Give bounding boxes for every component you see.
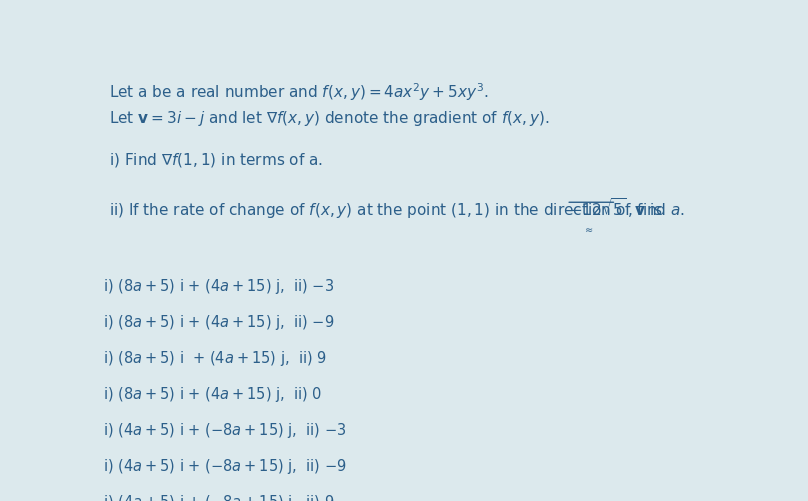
Text: i) $(8a + 5)$ i $+$ $(4a + 15)$ j,  ii) $0$: i) $(8a + 5)$ i $+$ $(4a + 15)$ j, ii) $… [103, 385, 322, 403]
Text: $\approx$: $\approx$ [583, 224, 594, 234]
Text: Let a be a real number and $f(x, y) = 4ax^2y + 5xy^3$.: Let a be a real number and $f(x, y) = 4a… [109, 81, 489, 103]
Text: Let $\mathbf{v} = 3i - j$ and let $\nabla f(x, y)$ denote the gradient of $f(x, : Let $\mathbf{v} = 3i - j$ and let $\nabl… [109, 108, 549, 127]
Text: i) $(4a + 5)$ i $+$ $(-8a + 15)$ j,  ii) $-9$: i) $(4a + 5)$ i $+$ $(-8a + 15)$ j, ii) … [103, 456, 347, 475]
Text: i) $(8a + 5)$ i $+$ $(4a + 15)$ j,  ii) $-9$: i) $(8a + 5)$ i $+$ $(4a + 15)$ j, ii) $… [103, 313, 335, 332]
Text: i) $(8a + 5)$ i $+$ $(4a + 15)$ j,  ii) $-3$: i) $(8a + 5)$ i $+$ $(4a + 15)$ j, ii) $… [103, 277, 335, 296]
Text: $-12\sqrt{5}$: $-12\sqrt{5}$ [569, 197, 626, 219]
Text: , find $a$.: , find $a$. [627, 201, 685, 219]
Text: i) $(4a + 5)$ i $+$ $(-8a + 15)$ j,  ii) $-3$: i) $(4a + 5)$ i $+$ $(-8a + 15)$ j, ii) … [103, 420, 347, 439]
Text: i) $(8a + 5)$ i  $+$ $(4a + 15)$ j,  ii) $9$: i) $(8a + 5)$ i $+$ $(4a + 15)$ j, ii) $… [103, 349, 326, 368]
Text: i) Find $\nabla f(1, 1)$ in terms of a.: i) Find $\nabla f(1, 1)$ in terms of a. [109, 151, 323, 169]
Text: ii) If the rate of change of $f(x, y)$ at the point $(1, 1)$ in the direction of: ii) If the rate of change of $f(x, y)$ a… [109, 201, 663, 220]
Text: i) $(4a + 5)$ i $+$ $(-8a + 15)$ j,  ii) $9$: i) $(4a + 5)$ i $+$ $(-8a + 15)$ j, ii) … [103, 492, 335, 501]
